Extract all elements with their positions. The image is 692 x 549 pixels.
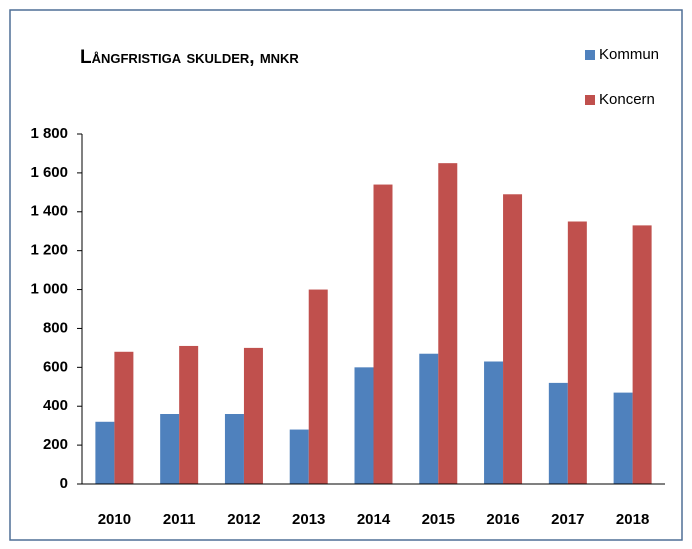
y-tick-label: 1 200: [30, 242, 68, 259]
bar: [224, 414, 244, 484]
bar: [484, 361, 504, 484]
x-tick-label: 2018: [616, 511, 649, 528]
bar: [373, 184, 393, 485]
x-tick-label: 2017: [551, 511, 584, 528]
bar: [632, 225, 652, 484]
x-tick-label: 2015: [422, 511, 455, 528]
x-tick-label: 2014: [357, 511, 391, 528]
x-tick-label: 2012: [227, 511, 260, 528]
bar: [114, 351, 134, 484]
bar: [613, 392, 633, 484]
y-tick-label: 200: [43, 436, 68, 453]
bar: [308, 289, 328, 484]
x-tick-label: 2013: [292, 511, 325, 528]
y-tick-label: 600: [43, 358, 68, 375]
x-tick-label: 2016: [486, 511, 519, 528]
y-tick-label: 400: [43, 397, 68, 414]
bar: [243, 347, 263, 484]
legend-swatch: [585, 50, 595, 60]
bar: [548, 382, 568, 484]
bar: [354, 367, 374, 484]
bar: [289, 429, 309, 484]
y-tick-label: 0: [60, 475, 68, 492]
legend-label: Koncern: [599, 91, 655, 108]
bar: [179, 345, 199, 484]
legend-label: Kommun: [599, 46, 659, 63]
x-tick-label: 2010: [98, 511, 131, 528]
bar: [419, 353, 439, 484]
bar: [503, 194, 523, 484]
bar: [438, 163, 458, 484]
y-tick-label: 1 000: [30, 281, 68, 298]
bar: [160, 414, 180, 484]
chart-title: Långfristiga skulder, mnkr: [80, 47, 299, 68]
legend-swatch: [585, 95, 595, 105]
y-tick-label: 1 600: [30, 164, 68, 181]
bar: [95, 421, 115, 484]
y-tick-label: 1 400: [30, 203, 68, 220]
x-tick-label: 2011: [163, 511, 196, 528]
bar: [567, 221, 587, 484]
y-tick-label: 800: [43, 319, 68, 336]
y-tick-label: 1 800: [30, 125, 68, 142]
